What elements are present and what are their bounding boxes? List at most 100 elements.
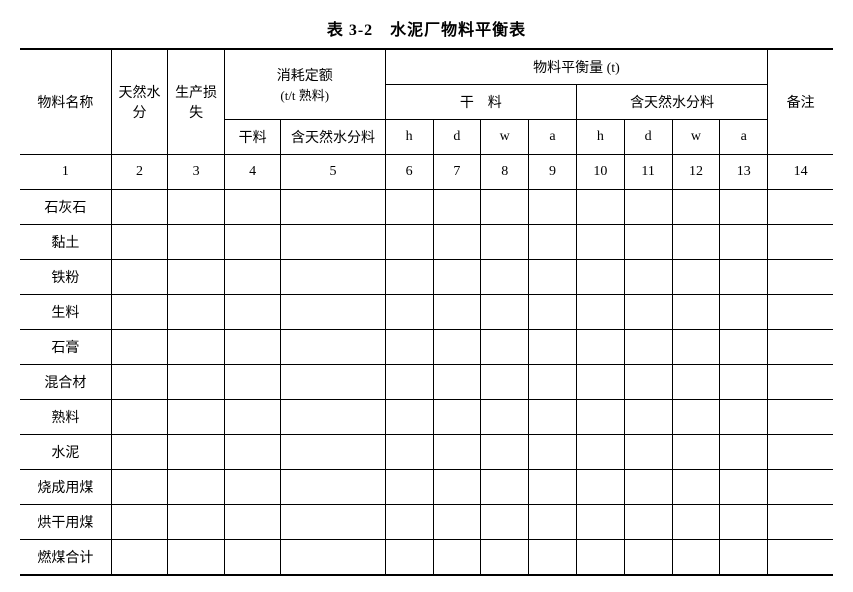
cell xyxy=(224,435,281,470)
cell xyxy=(720,190,768,225)
cell xyxy=(481,225,529,260)
cell xyxy=(281,400,385,435)
cell xyxy=(224,295,281,330)
table-row: 燃煤合计 xyxy=(20,540,833,576)
column-index: 3 xyxy=(168,155,225,190)
cell xyxy=(168,260,225,295)
col-consumption-dry: 干料 xyxy=(224,120,281,155)
cell xyxy=(385,540,433,576)
cell xyxy=(224,505,281,540)
col-wet-a: a xyxy=(720,120,768,155)
material-balance-table: 物料名称 天然水分 生产损失 消耗定额 (t/t 熟料) 物料平衡量 (t) 备… xyxy=(20,48,833,576)
cell xyxy=(224,400,281,435)
table-row: 石膏 xyxy=(20,330,833,365)
cell-material-name: 石膏 xyxy=(20,330,111,365)
cell xyxy=(433,190,481,225)
column-index: 10 xyxy=(576,155,624,190)
cell xyxy=(576,540,624,576)
cell xyxy=(281,190,385,225)
cell xyxy=(224,365,281,400)
cell xyxy=(529,435,577,470)
column-index: 9 xyxy=(529,155,577,190)
cell-material-name: 烘干用煤 xyxy=(20,505,111,540)
cell xyxy=(385,435,433,470)
cell xyxy=(224,225,281,260)
cell xyxy=(224,330,281,365)
column-index: 2 xyxy=(111,155,168,190)
consumption-unit: (t/t 熟料) xyxy=(227,85,383,104)
cell xyxy=(281,365,385,400)
cell xyxy=(529,225,577,260)
cell xyxy=(576,435,624,470)
cell xyxy=(768,330,833,365)
cell xyxy=(768,435,833,470)
cell-material-name: 水泥 xyxy=(20,435,111,470)
cell xyxy=(433,330,481,365)
cell xyxy=(481,260,529,295)
cell xyxy=(385,470,433,505)
cell-material-name: 生料 xyxy=(20,295,111,330)
cell xyxy=(576,225,624,260)
cell xyxy=(672,190,720,225)
cell xyxy=(720,470,768,505)
table-row: 熟料 xyxy=(20,400,833,435)
cell xyxy=(111,400,168,435)
cell xyxy=(111,505,168,540)
cell xyxy=(768,400,833,435)
cell xyxy=(768,190,833,225)
cell xyxy=(720,505,768,540)
cell xyxy=(576,400,624,435)
table-header: 物料名称 天然水分 生产损失 消耗定额 (t/t 熟料) 物料平衡量 (t) 备… xyxy=(20,49,833,190)
cell xyxy=(481,190,529,225)
cell xyxy=(168,295,225,330)
cell xyxy=(168,400,225,435)
cell xyxy=(529,190,577,225)
col-wet-h: h xyxy=(576,120,624,155)
cell xyxy=(281,470,385,505)
table-row: 铁粉 xyxy=(20,260,833,295)
column-index-row: 1234567891011121314 xyxy=(20,155,833,190)
cell-material-name: 黏土 xyxy=(20,225,111,260)
cell xyxy=(111,260,168,295)
column-index: 6 xyxy=(385,155,433,190)
cell xyxy=(111,470,168,505)
cell xyxy=(281,505,385,540)
cell xyxy=(433,225,481,260)
cell xyxy=(481,435,529,470)
cell xyxy=(529,330,577,365)
cell xyxy=(168,225,225,260)
cell xyxy=(576,295,624,330)
cell xyxy=(111,225,168,260)
col-consumption-wet: 含天然水分料 xyxy=(281,120,385,155)
cell xyxy=(624,435,672,470)
cell xyxy=(720,400,768,435)
colgroup-consumption: 消耗定额 (t/t 熟料) xyxy=(224,49,385,120)
column-index: 12 xyxy=(672,155,720,190)
cell xyxy=(624,190,672,225)
cell xyxy=(168,435,225,470)
cell xyxy=(385,400,433,435)
cell xyxy=(168,330,225,365)
cell xyxy=(433,470,481,505)
cell xyxy=(624,330,672,365)
cell xyxy=(672,365,720,400)
cell xyxy=(168,505,225,540)
cell xyxy=(111,190,168,225)
cell-material-name: 熟料 xyxy=(20,400,111,435)
cell xyxy=(672,470,720,505)
cell xyxy=(624,505,672,540)
consumption-title: 消耗定额 xyxy=(227,65,383,85)
cell xyxy=(433,295,481,330)
cell xyxy=(385,260,433,295)
cell xyxy=(529,400,577,435)
cell xyxy=(720,225,768,260)
col-dry-w: w xyxy=(481,120,529,155)
cell xyxy=(720,260,768,295)
column-index: 14 xyxy=(768,155,833,190)
cell xyxy=(624,225,672,260)
table-row: 水泥 xyxy=(20,435,833,470)
table-row: 烘干用煤 xyxy=(20,505,833,540)
col-wet-w: w xyxy=(672,120,720,155)
cell xyxy=(111,295,168,330)
col-wet-d: d xyxy=(624,120,672,155)
